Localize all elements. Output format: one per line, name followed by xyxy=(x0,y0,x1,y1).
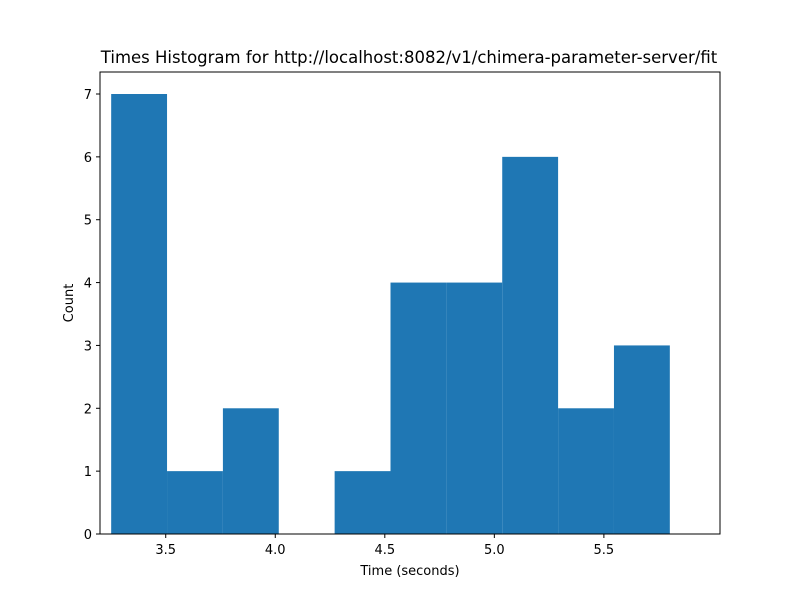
x-axis-ticks: 3.5 4.0 4.5 5.0 5.5 xyxy=(155,534,614,558)
histogram-bar xyxy=(613,345,670,534)
histogram-bar xyxy=(334,471,391,534)
histogram-bar xyxy=(111,94,168,534)
histogram-bar xyxy=(390,282,447,534)
histogram-bar xyxy=(558,408,614,534)
histogram-bar xyxy=(446,282,503,534)
chart-title: Times Histogram for http://localhost:808… xyxy=(100,48,718,67)
y-axis-label: Count xyxy=(62,284,77,323)
bars-layer xyxy=(111,94,670,534)
y-tick-label: 3 xyxy=(84,339,92,354)
y-tick-label: 6 xyxy=(84,151,92,166)
y-tick-label: 2 xyxy=(84,402,92,417)
histogram-bar xyxy=(167,471,223,534)
x-tick-label: 4.5 xyxy=(374,543,395,558)
histogram-bar xyxy=(222,408,279,534)
y-axis-ticks: 0 1 2 3 4 5 6 7 xyxy=(84,88,100,543)
x-tick-label: 4.0 xyxy=(265,543,286,558)
y-tick-label: 4 xyxy=(84,277,92,292)
y-tick-label: 7 xyxy=(84,88,92,103)
x-tick-label: 3.5 xyxy=(155,543,176,558)
y-tick-label: 0 xyxy=(84,528,92,543)
y-tick-label: 1 xyxy=(84,465,92,480)
x-axis-label: Time (seconds) xyxy=(359,564,459,579)
histogram-bar xyxy=(502,156,559,534)
x-tick-label: 5.0 xyxy=(484,543,505,558)
plot-frame xyxy=(99,71,721,535)
x-tick-label: 5.5 xyxy=(594,543,615,558)
y-tick-label: 5 xyxy=(84,214,92,229)
